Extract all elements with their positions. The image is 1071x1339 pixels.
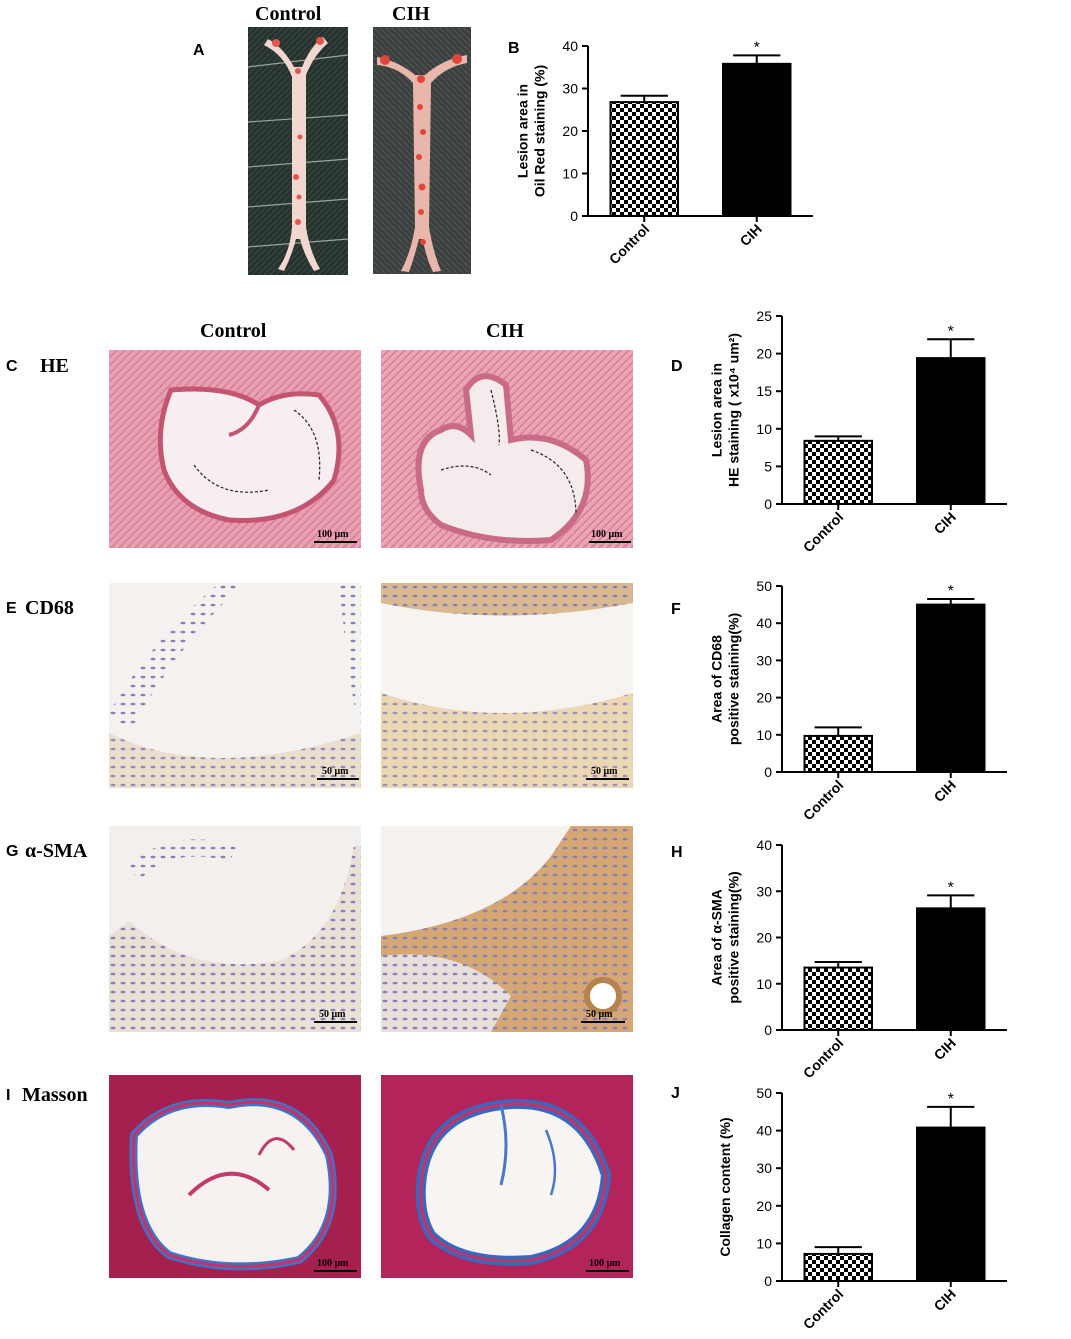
y-tick-label-f: 10	[756, 727, 772, 743]
he-micrograph-cih: 100 μm	[381, 350, 633, 548]
y-tick-label-h: 0	[764, 1022, 772, 1038]
y-tick-label-b: 0	[570, 208, 578, 224]
y-tick-label-d: 10	[756, 421, 772, 437]
scale-bar-cd68-control: 50 μm	[322, 766, 349, 777]
y-tick-label-h: 40	[756, 837, 772, 853]
y-tick-label-j: 20	[756, 1198, 772, 1214]
bar-b-control	[609, 101, 679, 217]
y-tick-label-j: 40	[756, 1123, 772, 1139]
stain-label-sma: α-SMA	[25, 840, 88, 862]
bar-j-cih	[916, 1126, 986, 1283]
y-axis-label-d: HE staining ( x10⁴ um²)	[726, 333, 742, 487]
y-tick-label-b: 10	[562, 166, 578, 182]
y-tick-label-f: 40	[756, 615, 772, 631]
x-tick-label-f: CIH	[930, 777, 958, 805]
bar-j-control	[803, 1252, 873, 1282]
sma-micrograph-control: 50 μm	[109, 826, 361, 1032]
bar-f-control	[803, 734, 873, 774]
bar-d-control	[803, 439, 873, 505]
panel-label-f: F	[671, 601, 681, 618]
scale-bar-masson-cih: 100 μm	[589, 1258, 621, 1269]
aorta-photo-control	[248, 27, 348, 275]
masson-micrograph-cih: 100 μm	[381, 1075, 633, 1278]
col-title-cih: CIH	[486, 320, 524, 342]
bar-b-cih	[722, 62, 792, 217]
sma-micrograph-cih: 50 μm	[381, 826, 633, 1032]
significance-star-f: *	[948, 583, 954, 600]
significance-star-j: *	[948, 1091, 954, 1108]
x-tick-label-j: CIH	[930, 1286, 958, 1314]
y-tick-label-h: 20	[756, 930, 772, 946]
y-tick-label-d: 5	[764, 458, 772, 474]
panel-label-g: G	[6, 843, 19, 860]
y-tick-label-d: 25	[756, 308, 772, 324]
y-axis-label-h: positive staining(%)	[726, 871, 742, 1003]
y-tick-label-j: 30	[756, 1160, 772, 1176]
y-tick-label-d: 20	[756, 346, 772, 362]
x-tick-label-h: Control	[800, 1035, 847, 1082]
panel-label-c: C	[6, 358, 18, 375]
x-tick-label-j: Control	[800, 1286, 847, 1333]
col-title-control-top: Control	[255, 3, 322, 25]
y-axis-label-d: Lesion area in	[709, 363, 725, 457]
stain-label-cd68: CD68	[25, 597, 74, 619]
significance-star-d: *	[948, 323, 954, 340]
y-axis-label-b: Oil Red staining (%)	[532, 65, 548, 197]
aorta-photo-cih	[373, 27, 471, 274]
x-tick-label-d: CIH	[930, 509, 958, 537]
stain-label-masson: Masson	[22, 1084, 88, 1106]
panel-label-h: H	[671, 844, 683, 861]
y-axis-label-f: Area of CD68	[709, 635, 725, 723]
panel-label-d: D	[671, 358, 683, 375]
bar-h-control	[803, 966, 873, 1031]
significance-star-b: *	[754, 39, 760, 56]
y-axis-label-j: Collagen content (%)	[717, 1117, 733, 1256]
scale-bar-masson-control: 100 μm	[317, 1258, 349, 1269]
y-tick-label-f: 30	[756, 652, 772, 668]
y-tick-label-f: 20	[756, 690, 772, 706]
y-tick-label-j: 10	[756, 1235, 772, 1251]
y-axis-label-h: Area of α-SMA	[709, 889, 725, 986]
panel-label-i: I	[6, 1087, 11, 1104]
panel-label-j: J	[671, 1085, 680, 1102]
scale-bar-he-control: 100 μm	[317, 529, 349, 540]
y-axis-label-b: Lesion area in	[515, 84, 531, 178]
he-micrograph-control: 100 μm	[109, 350, 361, 548]
panel-label-a: A	[193, 42, 205, 59]
y-tick-label-f: 50	[756, 578, 772, 594]
scale-bar-cd68-cih: 50 μm	[591, 766, 618, 777]
y-tick-label-b: 30	[562, 81, 578, 97]
y-tick-label-b: 20	[562, 123, 578, 139]
y-axis-label-f: positive staining(%)	[726, 613, 742, 745]
y-tick-label-j: 0	[764, 1273, 772, 1289]
y-tick-label-j: 50	[756, 1085, 772, 1101]
scale-bar-sma-control: 50 μm	[319, 1009, 346, 1020]
y-tick-label-b: 40	[562, 38, 578, 54]
y-tick-label-d: 0	[764, 496, 772, 512]
stain-label-he: HE	[40, 355, 69, 377]
bar-h-cih	[916, 907, 986, 1031]
x-tick-label-b: Control	[606, 221, 653, 268]
bar-d-cih	[916, 357, 986, 505]
panel-label-e: E	[6, 600, 17, 617]
masson-micrograph-control: 100 μm	[109, 1075, 361, 1278]
x-tick-label-f: Control	[800, 777, 847, 824]
col-title-cih-top: CIH	[392, 3, 430, 25]
y-tick-label-h: 30	[756, 883, 772, 899]
scale-bar-he-cih: 100 μm	[591, 529, 623, 540]
panel-label-b: B	[508, 40, 520, 57]
x-tick-label-h: CIH	[930, 1035, 958, 1063]
col-title-control: Control	[200, 320, 267, 342]
scale-bar-sma-cih: 50 μm	[586, 1009, 613, 1020]
cd68-micrograph-cih: 50 μm	[381, 583, 633, 788]
cd68-micrograph-control: 50 μm	[109, 583, 361, 788]
y-tick-label-d: 15	[756, 383, 772, 399]
bar-f-cih	[916, 603, 986, 773]
significance-star-h: *	[948, 879, 954, 896]
y-tick-label-f: 0	[764, 764, 772, 780]
y-tick-label-h: 10	[756, 976, 772, 992]
x-tick-label-d: Control	[800, 509, 847, 556]
x-tick-label-b: CIH	[736, 221, 764, 249]
